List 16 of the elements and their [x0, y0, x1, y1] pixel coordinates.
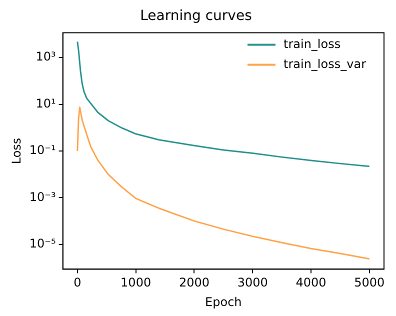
chart-title: Learning curves [140, 8, 252, 24]
y-tick-label: 10⁻⁵ [29, 236, 56, 251]
x-tick-label: 5000 [354, 276, 385, 290]
x-tick-label: 0 [74, 276, 82, 290]
x-tick-label: 2000 [178, 276, 210, 290]
y-tick-label: 10⁻¹ [29, 143, 56, 158]
y-tick-label: 10³ [36, 50, 56, 64]
legend-label: train_loss_var [284, 56, 366, 71]
y-tick-label: 10⁻³ [29, 190, 56, 204]
x-axis-title: Epoch [205, 294, 242, 309]
legend-label: train_loss [284, 36, 341, 51]
x-tick-label: 1000 [120, 276, 152, 290]
x-tick-label: 4000 [296, 276, 326, 290]
y-axis-title: Loss [9, 138, 24, 164]
x-tick-label: 3000 [237, 276, 268, 290]
y-tick-label: 10¹ [36, 96, 56, 110]
